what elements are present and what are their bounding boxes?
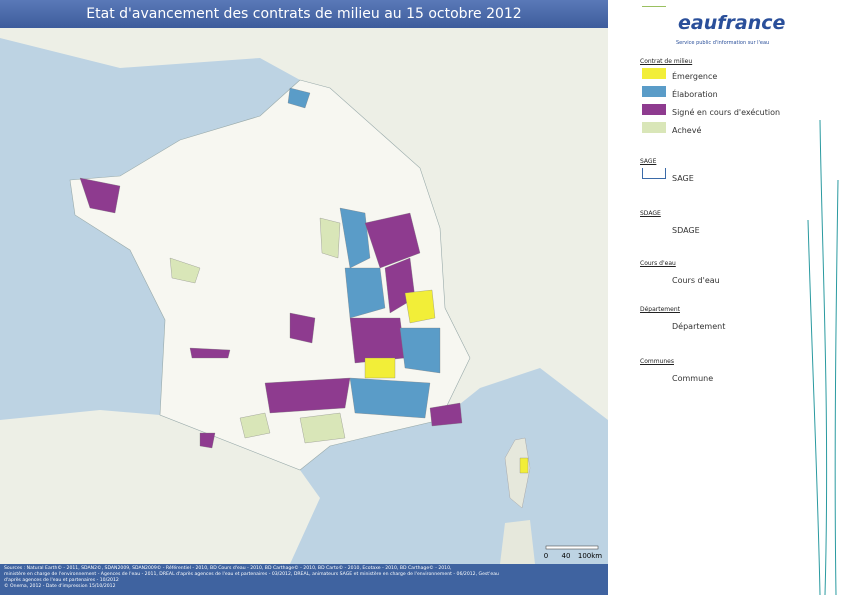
legend-label: SDAGE (672, 226, 700, 235)
map: 0 40 100km (0, 28, 608, 564)
decoration (807, 119, 839, 595)
logo-tagline: Service public d'information sur l'eau (676, 40, 770, 46)
legend-swatch (642, 6, 666, 7)
legend-label: Signé en cours d'exécution (672, 108, 781, 117)
legend-swatch (642, 122, 666, 133)
legend-label: Élaboration (672, 90, 718, 99)
legend-heading: SDAGE (640, 210, 661, 217)
legend-heading: SAGE (640, 158, 657, 165)
legend-heading: Cours d'eau (640, 260, 676, 267)
footer-line: ministère en charge de l'environnement -… (4, 572, 499, 577)
legend-heading: Communes (640, 358, 674, 365)
legend-swatch (642, 316, 666, 327)
footer-line: d'après agences de l'eau et partenaires … (4, 578, 119, 583)
footer: Sources : Natural Earth© - 2011, SDAN2©,… (0, 564, 608, 595)
legend-label: Émergence (672, 72, 718, 81)
legend-label: Cours d'eau (672, 276, 720, 285)
legend-swatch (642, 86, 666, 97)
scale-label: 40 (562, 552, 571, 560)
footer-line: © Onema, 2012 - Date d'impression 15/10/… (4, 584, 116, 589)
legend-label: Département (672, 322, 726, 331)
title: Etat d'avancement des contrats de milieu… (0, 0, 608, 28)
legend-swatch (642, 104, 666, 115)
legend-swatch (642, 270, 666, 281)
scale-label: 0 (544, 552, 548, 560)
legend-label: Commune (672, 374, 714, 383)
legend-heading: Département (640, 306, 680, 313)
legend-swatch (642, 168, 666, 179)
legend-swatch (642, 368, 666, 379)
logo: eaufrance (678, 12, 786, 34)
legend-heading: Contrat de milieu (640, 58, 693, 65)
footer-line: Sources : Natural Earth© - 2011, SDAN2©,… (4, 566, 452, 571)
legend-label: SAGE (672, 174, 694, 183)
legend-swatch (642, 68, 666, 79)
legend-label: Achevé (672, 126, 702, 135)
scale-label: 100km (578, 552, 602, 560)
